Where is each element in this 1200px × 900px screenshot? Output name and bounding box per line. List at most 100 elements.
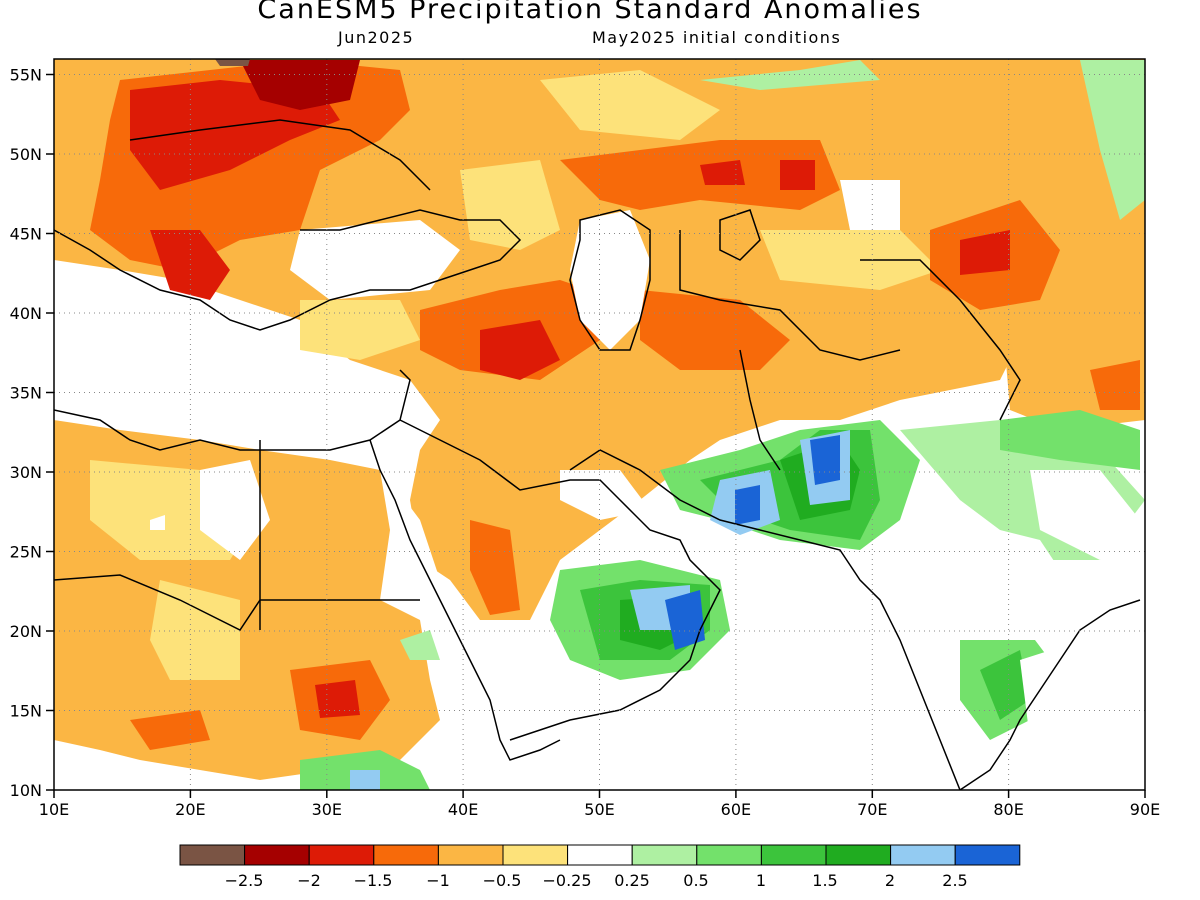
- lon-label: 40E: [448, 800, 478, 819]
- lon-label: 50E: [584, 800, 614, 819]
- lon-label: 70E: [857, 800, 887, 819]
- colorbar-swatch: [244, 844, 310, 866]
- light-dry-1: [460, 160, 560, 250]
- colorbar-swatch: [825, 844, 892, 866]
- dry-15-iraq: [480, 320, 560, 380]
- caspian-white: [570, 210, 650, 350]
- initial-conditions: May2025 initial conditions: [592, 28, 842, 47]
- wet-3-oman: [665, 590, 705, 650]
- dry-15-ukraine: [130, 80, 340, 190]
- dry-1-arabia: [470, 520, 520, 615]
- lat-label: 30N: [10, 463, 42, 482]
- colorbar-label: 0.25: [614, 871, 650, 890]
- border-africa-1: [54, 574, 420, 631]
- colorbar-swatch: [179, 844, 246, 866]
- chart-title: CanESM5 Precipitation Standard Anomalies: [257, 0, 923, 25]
- egypt-white: [200, 460, 270, 560]
- arab-sea-white: [500, 580, 940, 790]
- wet-3-pak: [810, 435, 840, 485]
- lat-label: 35N: [10, 384, 42, 403]
- colorbar-label: 2.5: [942, 871, 967, 890]
- lon-label: 60E: [721, 800, 751, 819]
- coast-india-east: [959, 599, 1141, 790]
- dry-15-sudan: [315, 680, 360, 718]
- lat-label: 15N: [10, 702, 42, 721]
- light-dry-6: [300, 300, 420, 360]
- dry-15-china: [960, 230, 1010, 275]
- light-dry-4: [540, 70, 720, 140]
- aral-sea: [719, 209, 761, 261]
- kaz-white: [840, 180, 900, 230]
- lat-label: 40N: [10, 304, 42, 323]
- colorbar-swatch: [631, 844, 698, 866]
- lat-label: 25N: [10, 543, 42, 562]
- gridlines: [54, 59, 1145, 790]
- red-sea-white: [390, 480, 510, 720]
- caspian-coast: [569, 209, 651, 351]
- colorbar: [179, 844, 1021, 866]
- med-sea-white: [54, 330, 410, 440]
- border-europe: [129, 119, 431, 191]
- colorbar-swatch: [696, 844, 762, 866]
- border-asia-1: [679, 230, 901, 361]
- wet-3-iran: [735, 485, 760, 525]
- colorbar-swatch: [890, 844, 956, 866]
- colorbar-swatch: [373, 844, 439, 866]
- lon-labels: 10E 20E 30E 40E 50E 60E 70E 80E 90E: [39, 800, 1160, 819]
- sea-black-caspian-white: [290, 220, 460, 300]
- dry-1-kazakh: [560, 140, 840, 210]
- wet-light-4: [400, 630, 440, 660]
- axis-ticks: [46, 73, 1146, 798]
- dry-1-turkmen: [640, 290, 790, 370]
- colorbar-label: −1: [426, 871, 450, 890]
- wet-light-2: [1080, 60, 1145, 220]
- colorbar-swatch: [954, 844, 1021, 866]
- colorbar-label: −1.5: [354, 871, 393, 890]
- colorbar-swatch: [567, 844, 633, 866]
- lon-label: 30E: [312, 800, 342, 819]
- india-white: [880, 520, 1080, 640]
- light-dry-2: [760, 230, 940, 290]
- lon-label: 20E: [175, 800, 205, 819]
- bay-bengal-white: [1010, 620, 1145, 790]
- coast-europe: [54, 209, 522, 331]
- colorbar-label: −2: [297, 871, 321, 890]
- dry-25-patch: [215, 59, 250, 66]
- lon-label: 90E: [1130, 800, 1160, 819]
- light-dry-5: [150, 580, 240, 680]
- dry-1-tibet-east: [1090, 360, 1140, 410]
- coast-iran: [569, 449, 961, 790]
- lat-label: 50N: [10, 145, 42, 164]
- colorbar-label: 0.5: [683, 871, 708, 890]
- coast-red-sea: [369, 439, 561, 761]
- colorbar-swatch: [502, 844, 569, 866]
- colorbar-label: 1: [756, 871, 766, 890]
- colorbar-swatch: [760, 844, 827, 866]
- colorbar-label: 2: [885, 871, 895, 890]
- colorbar-swatch: [437, 844, 504, 866]
- colorbar-labels: −2.5 −2 −1.5 −1 −0.5 −0.25 0.25 0.5 1 1.…: [225, 871, 968, 890]
- lat-label: 20N: [10, 622, 42, 641]
- coast-arabia: [399, 419, 721, 741]
- colorbar-label: −0.25: [542, 871, 591, 890]
- colorbar-label: 1.5: [812, 871, 837, 890]
- lat-label: 10N: [10, 781, 42, 800]
- dry-15-kaz2: [780, 160, 815, 190]
- border-china: [860, 259, 1021, 421]
- wet-1-india: [980, 650, 1030, 720]
- border-asia-2: [739, 349, 781, 471]
- dry-2-ukraine: [240, 60, 360, 110]
- lon-label: 80E: [993, 800, 1023, 819]
- libya-white: [150, 515, 165, 530]
- lon-label: 10E: [39, 800, 69, 819]
- dry-field-arabia: [410, 420, 580, 620]
- colorbar-label: −2.5: [225, 871, 264, 890]
- coastlines: [54, 119, 1141, 790]
- colorbar-label: −0.5: [483, 871, 522, 890]
- colorbar-swatch: [308, 844, 375, 866]
- wet-05-tibet: [1000, 410, 1140, 470]
- forecast-month: Jun2025: [338, 28, 415, 47]
- china-white: [1030, 470, 1140, 560]
- wet-25-eafr: [350, 770, 380, 790]
